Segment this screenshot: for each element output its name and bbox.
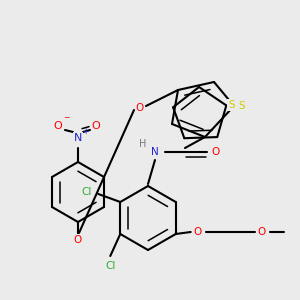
Text: O: O — [194, 227, 202, 237]
Text: N: N — [74, 133, 82, 143]
Text: S: S — [239, 101, 245, 111]
Text: O: O — [74, 235, 82, 245]
Text: O: O — [211, 147, 219, 157]
Text: −: − — [63, 113, 69, 122]
Text: O: O — [258, 227, 266, 237]
Text: N: N — [151, 147, 159, 157]
Text: Cl: Cl — [105, 261, 116, 271]
Text: S: S — [228, 100, 235, 110]
Text: O: O — [54, 121, 62, 131]
Text: H: H — [139, 139, 147, 149]
Text: O: O — [92, 121, 100, 131]
Text: O: O — [136, 103, 144, 113]
Text: +: + — [82, 127, 88, 136]
Text: Cl: Cl — [81, 187, 92, 197]
